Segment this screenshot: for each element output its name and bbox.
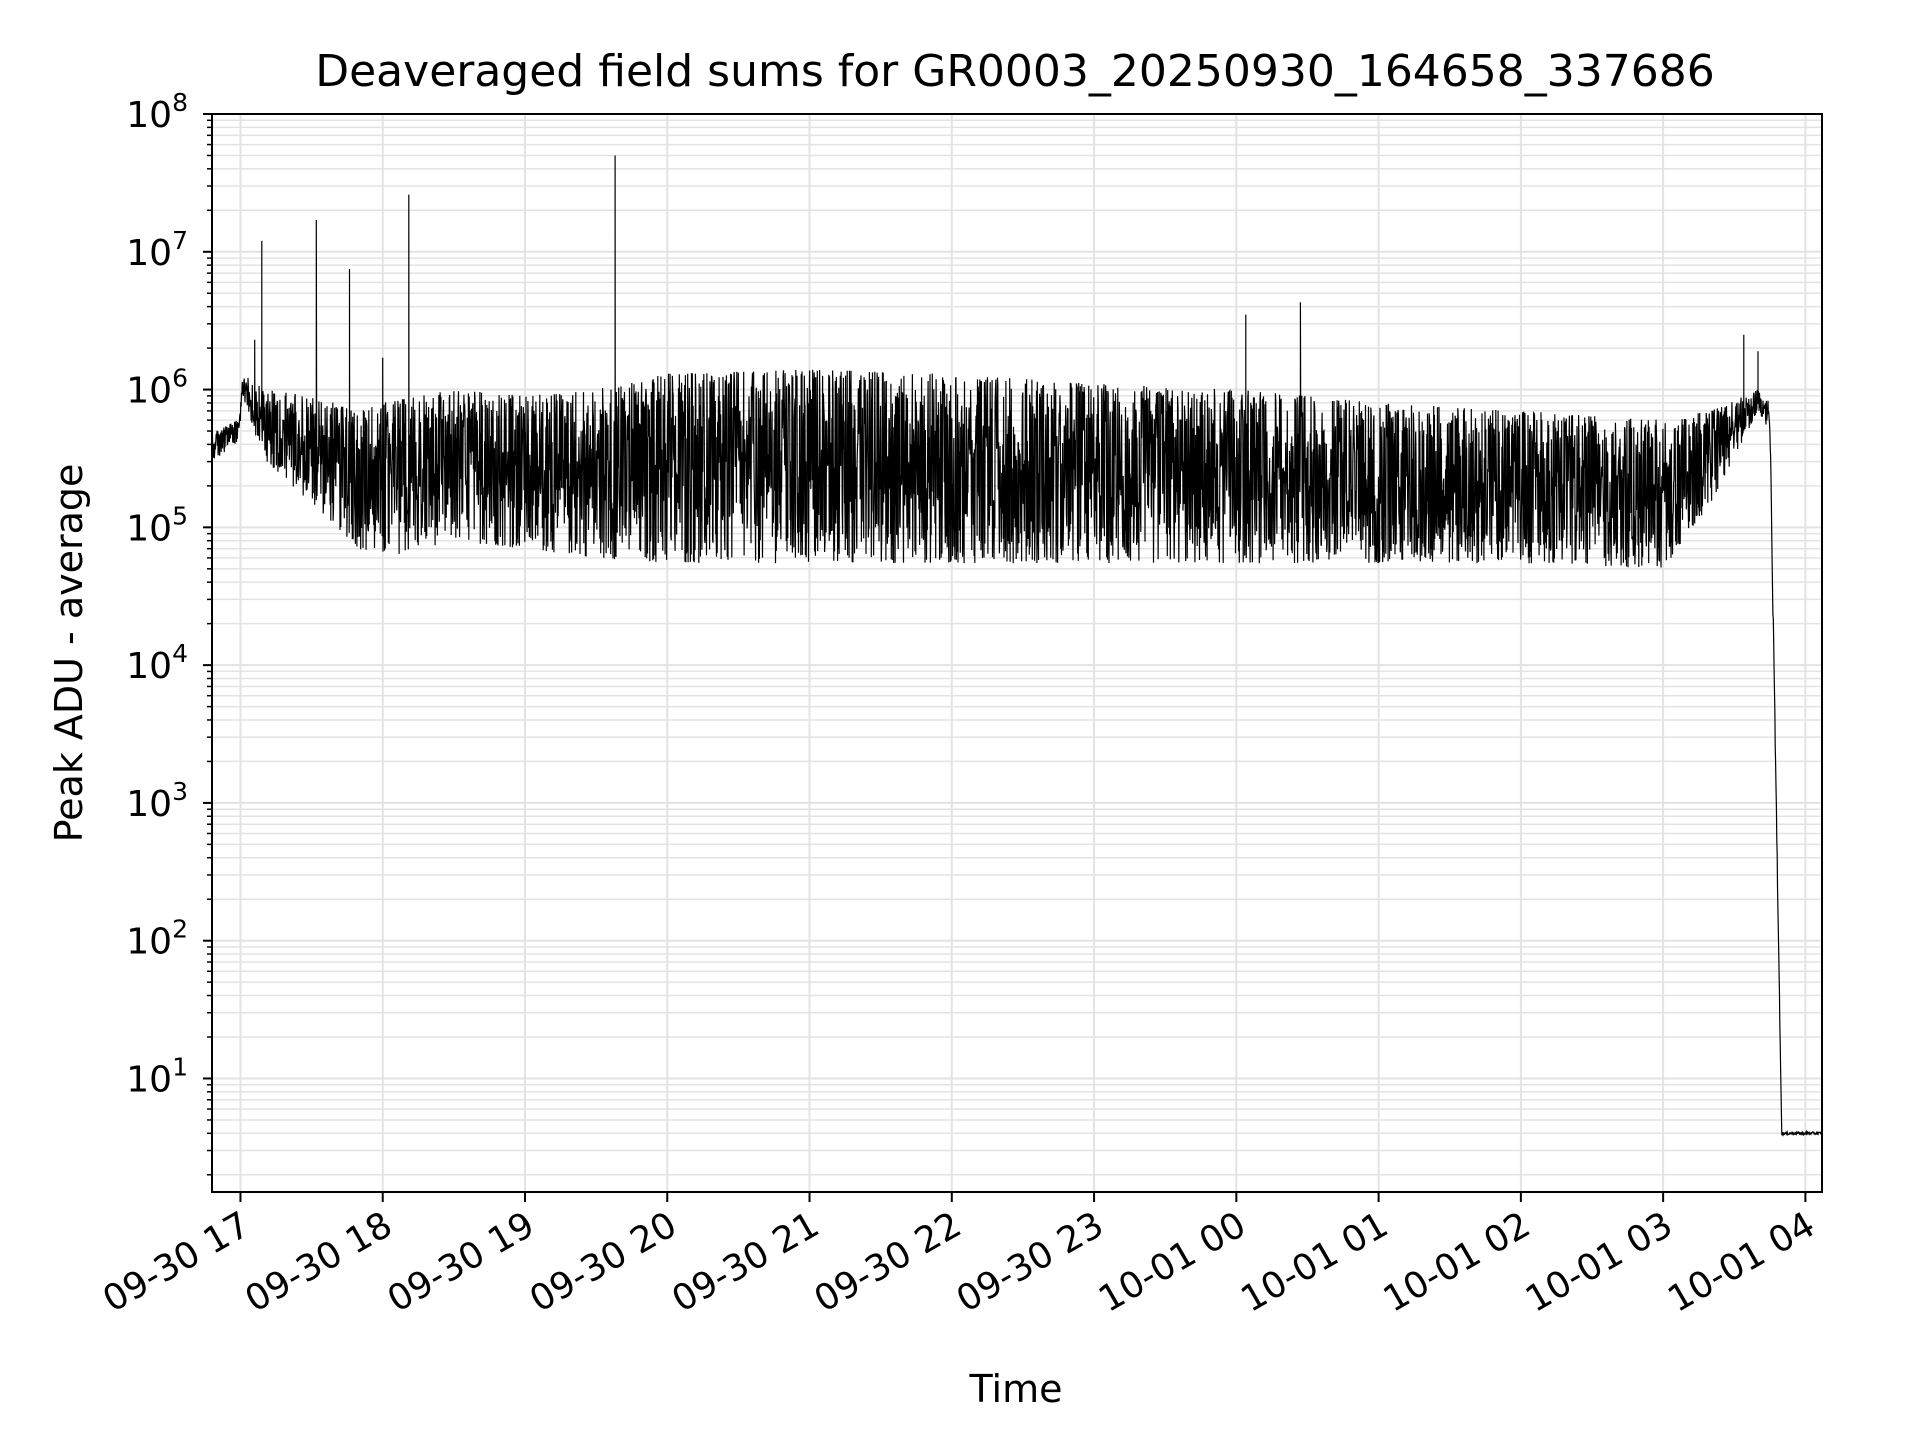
y-tick-label: 107 bbox=[126, 226, 188, 274]
y-tick-label: 103 bbox=[126, 777, 188, 825]
y-axis: 101 102 103 104 105 106 107 108 bbox=[126, 88, 212, 1176]
y-tick-label: 104 bbox=[126, 639, 188, 687]
y-tick-label: 108 bbox=[126, 88, 188, 136]
y-tick-label: 106 bbox=[126, 364, 188, 412]
axes-frame bbox=[211, 113, 1823, 1193]
series-line bbox=[212, 155, 1822, 1137]
y-tick-label: 105 bbox=[126, 501, 188, 549]
y-axis-label: Peak ADU - average bbox=[47, 464, 91, 843]
plot-area bbox=[212, 155, 1822, 1137]
y-tick-label: 102 bbox=[126, 915, 188, 963]
chart-title: Deaveraged field sums for GR0003_2025093… bbox=[315, 46, 1715, 97]
x-axis-label: Time bbox=[969, 1367, 1063, 1411]
y-tick-label: 101 bbox=[126, 1052, 188, 1100]
